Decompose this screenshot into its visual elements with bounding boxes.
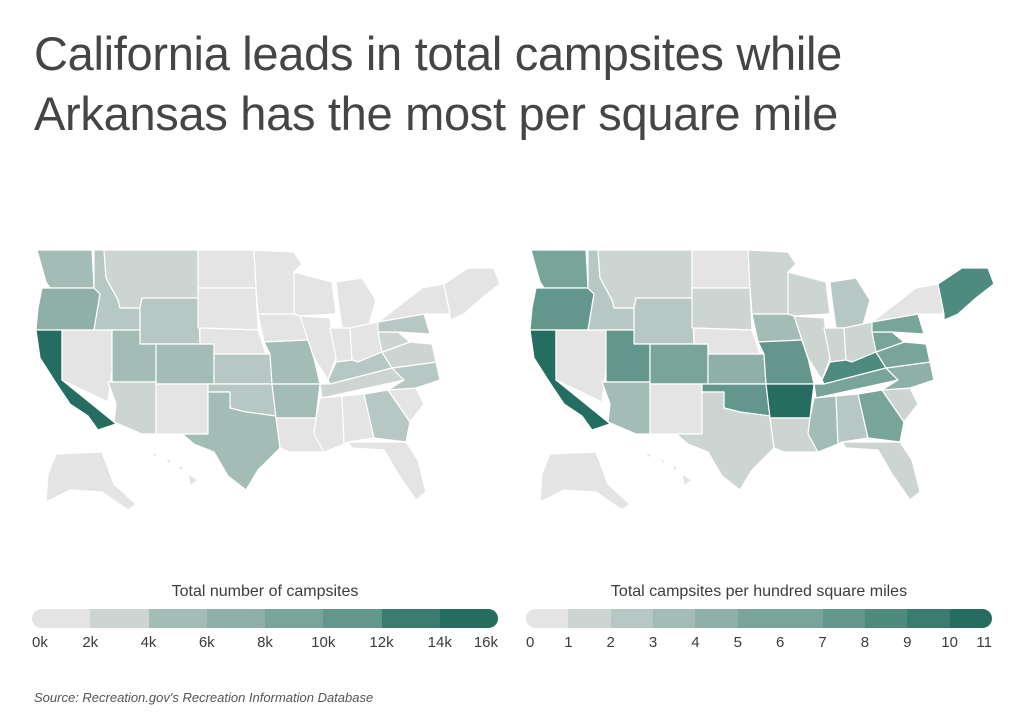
legend-total-campsites: Total number of campsites 0k 2k 4k 6k 8k 10k 1…	[32, 583, 498, 656]
state-ne-region	[937, 267, 995, 321]
chart-title: California leads in total campsites whil…	[34, 24, 994, 144]
legend-ticks: 0k 2k 4k 6k 8k 10k 12k 14k 16k	[32, 634, 498, 656]
state-wa	[530, 249, 589, 289]
legend-swatch	[780, 609, 823, 628]
legend-tick-label: 5	[733, 634, 742, 651]
state-tx	[675, 391, 775, 491]
state-ak	[539, 451, 631, 511]
legend-tick-label: 10k	[311, 634, 336, 651]
title-line-2: Arkansas has the most per square mile	[34, 87, 838, 140]
legend-swatch	[568, 609, 611, 628]
legend-swatch	[864, 609, 908, 628]
legend-swatch	[148, 609, 207, 628]
legend-swatch	[610, 609, 654, 628]
state-ar	[765, 383, 815, 419]
legend-tick-label: 4	[691, 634, 700, 651]
state-tx	[181, 391, 281, 491]
title-line-1: California leads in total campsites whil…	[34, 27, 842, 80]
state-wa	[36, 249, 95, 289]
state-ga	[857, 389, 905, 443]
legend-tick-label: 2	[606, 634, 615, 651]
legend-swatch	[907, 609, 950, 628]
state-fl	[841, 441, 921, 501]
state-ny	[871, 283, 945, 323]
legend-swatch	[822, 609, 865, 628]
state-nm	[649, 383, 703, 435]
legend-tick-label: 9	[903, 634, 912, 651]
map-total-campsites-svg	[35, 249, 501, 511]
legend-swatch	[949, 609, 992, 628]
state-nm	[155, 383, 209, 435]
legend-tick-label: 4k	[140, 634, 157, 651]
state-nd	[197, 249, 257, 289]
state-al	[835, 393, 869, 445]
legend-tick-label: 0k	[32, 634, 48, 651]
state-co	[155, 343, 215, 385]
state-ar	[271, 383, 321, 419]
legend-tick-label: 3	[648, 634, 658, 651]
state-hi	[151, 451, 199, 487]
legend-swatch	[439, 609, 498, 628]
legend-color-bar	[32, 609, 498, 628]
state-wi	[293, 271, 337, 317]
legend-tick-label: 10	[941, 634, 958, 651]
legend-swatch	[695, 609, 738, 628]
state-ks	[707, 353, 767, 385]
state-ny	[377, 283, 451, 323]
legend-swatch	[526, 609, 569, 628]
legend-swatch	[90, 609, 149, 628]
state-wy	[139, 297, 201, 345]
legend-swatch	[381, 609, 440, 628]
legend-swatch	[653, 609, 696, 628]
legend-swatch	[32, 609, 91, 628]
legend-tick-label: 12k	[369, 634, 394, 651]
legend-swatch	[265, 609, 324, 628]
state-or	[529, 287, 595, 331]
legend-color-bar	[526, 609, 992, 628]
legend-campsites-per-area: Total campsites per hundred square miles…	[526, 583, 992, 656]
state-al	[341, 393, 375, 445]
state-ak	[45, 451, 137, 511]
legend-tick-label: 0	[526, 634, 535, 651]
state-ks	[213, 353, 273, 385]
state-hi	[645, 451, 693, 487]
state-wy	[633, 297, 695, 345]
legend-title: Total number of campsites	[171, 583, 359, 600]
legend-tick-label: 11	[976, 634, 992, 651]
state-ga	[363, 389, 411, 443]
map-total-campsites	[32, 238, 502, 538]
legend-tick-label: 8k	[257, 634, 273, 651]
legend-tick-label: 6k	[198, 634, 215, 651]
legend-ticks: 0 1 2 3 4 5 6 7 8 9 10 11	[526, 634, 992, 656]
state-fl	[347, 441, 427, 501]
legend-swatch	[737, 609, 781, 628]
legend-swatch	[323, 609, 382, 628]
map-campsites-per-area	[526, 238, 996, 538]
legend-tick-label: 14k	[427, 634, 452, 651]
state-az	[601, 381, 651, 435]
legend-tick-label: 1	[564, 634, 573, 651]
state-co	[649, 343, 709, 385]
state-mi	[829, 277, 871, 329]
map-campsites-per-area-svg	[529, 249, 995, 511]
state-sd	[197, 287, 259, 331]
state-az	[107, 381, 157, 435]
legend-swatch	[206, 609, 265, 628]
legend-tick-label: 16k	[473, 634, 498, 651]
state-or	[35, 287, 101, 331]
state-mi	[335, 277, 377, 329]
legend-tick-label: 7	[818, 634, 827, 651]
legend-tick-label: 2k	[82, 634, 99, 651]
state-ne-region	[443, 267, 501, 321]
legend-tick-label: 6	[776, 634, 785, 651]
legend-tick-label: 8	[860, 634, 870, 651]
state-wi	[787, 271, 831, 317]
state-nd	[691, 249, 751, 289]
source-note: Source: Recreation.gov's Recreation Info…	[34, 690, 374, 705]
state-sd	[691, 287, 753, 331]
legend-title: Total campsites per hundred square miles	[610, 583, 908, 600]
